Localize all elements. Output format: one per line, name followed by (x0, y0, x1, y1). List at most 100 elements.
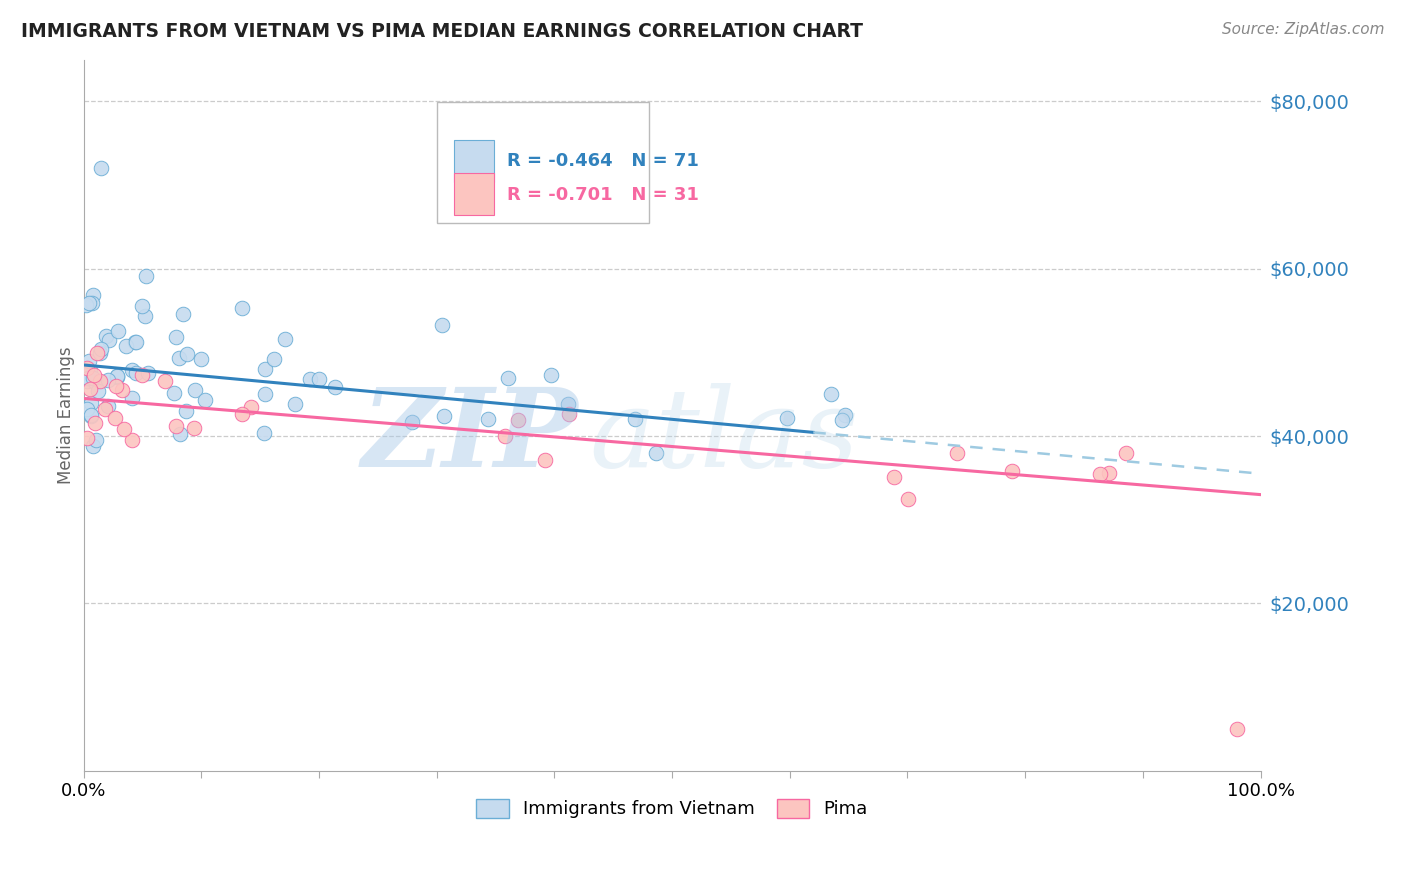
Point (401, 416, 423, 430)
Point (105, 370, 128, 384)
FancyBboxPatch shape (454, 173, 495, 215)
Point (494, 429, 516, 443)
Point (90, 342, 112, 356)
Text: R = -0.464   N = 71: R = -0.464 N = 71 (508, 152, 699, 169)
Text: Source: ZipAtlas.com: Source: ZipAtlas.com (1222, 22, 1385, 37)
Point (176, 347, 198, 361)
Point (231, 301, 253, 315)
Text: R = -0.701   N = 31: R = -0.701 N = 31 (508, 186, 699, 203)
Point (155, 374, 177, 388)
FancyBboxPatch shape (437, 103, 648, 223)
Point (283, 396, 305, 410)
Point (174, 403, 197, 417)
Point (162, 386, 184, 401)
Point (90, 161, 112, 176)
Point (433, 409, 456, 424)
Point (79, 382, 101, 396)
Point (253, 386, 276, 401)
Point (169, 427, 191, 442)
Point (104, 411, 127, 425)
Point (82, 439, 104, 453)
Point (115, 339, 138, 353)
Point (831, 413, 853, 427)
Point (557, 397, 579, 411)
Point (82, 296, 104, 310)
Point (76, 402, 98, 417)
Point (1226, 722, 1249, 736)
Point (121, 391, 143, 405)
Point (165, 419, 187, 434)
Point (76, 374, 98, 388)
Point (131, 368, 153, 383)
Point (82, 370, 104, 384)
Point (183, 421, 205, 435)
Text: atlas: atlas (589, 383, 859, 491)
Point (506, 413, 529, 427)
Point (308, 372, 330, 386)
FancyBboxPatch shape (454, 140, 495, 182)
Point (76, 431, 98, 445)
Point (76, 361, 98, 376)
Point (107, 324, 129, 338)
Point (84, 375, 107, 389)
Point (94, 329, 117, 343)
Point (883, 469, 905, 483)
Point (76, 298, 98, 312)
Point (183, 383, 205, 397)
Point (134, 310, 156, 324)
Point (125, 366, 148, 380)
Point (194, 392, 217, 407)
Point (82, 287, 104, 301)
Point (84, 434, 107, 448)
Point (86, 346, 108, 360)
Point (240, 401, 263, 415)
Point (1088, 467, 1111, 481)
Point (1001, 464, 1024, 478)
Point (77, 371, 100, 385)
Point (273, 332, 295, 346)
Point (897, 491, 920, 506)
Point (496, 370, 519, 384)
Point (121, 363, 143, 377)
Point (79, 362, 101, 376)
Point (323, 380, 346, 394)
Point (165, 330, 187, 344)
Point (253, 426, 276, 441)
Point (83, 416, 105, 430)
Point (167, 351, 190, 365)
Point (97, 373, 120, 387)
Point (83, 368, 105, 382)
Point (558, 407, 581, 421)
Y-axis label: Median Earnings: Median Earnings (58, 346, 75, 484)
Point (97, 399, 120, 413)
Point (105, 369, 128, 384)
Point (121, 433, 143, 447)
Point (477, 411, 499, 425)
Point (645, 446, 668, 460)
Legend: Immigrants from Vietnam, Pima: Immigrants from Vietnam, Pima (470, 792, 875, 826)
Point (124, 334, 146, 349)
Point (299, 372, 322, 386)
Point (834, 408, 856, 422)
Point (946, 446, 969, 460)
Point (87, 384, 110, 398)
Point (135, 269, 157, 284)
Point (775, 411, 797, 425)
Point (172, 308, 194, 322)
Point (77, 295, 100, 310)
Point (80, 396, 103, 410)
Point (820, 386, 842, 401)
Point (190, 352, 212, 367)
Point (430, 318, 453, 332)
Point (105, 379, 128, 393)
Point (111, 383, 134, 397)
Point (138, 366, 160, 380)
Point (79, 409, 101, 423)
Point (253, 362, 276, 376)
Point (131, 300, 153, 314)
Text: ZIP: ZIP (361, 383, 578, 491)
Point (263, 351, 285, 366)
Text: IMMIGRANTS FROM VIETNAM VS PIMA MEDIAN EARNINGS CORRELATION CHART: IMMIGRANTS FROM VIETNAM VS PIMA MEDIAN E… (21, 22, 863, 41)
Point (94, 402, 117, 417)
Point (125, 334, 148, 349)
